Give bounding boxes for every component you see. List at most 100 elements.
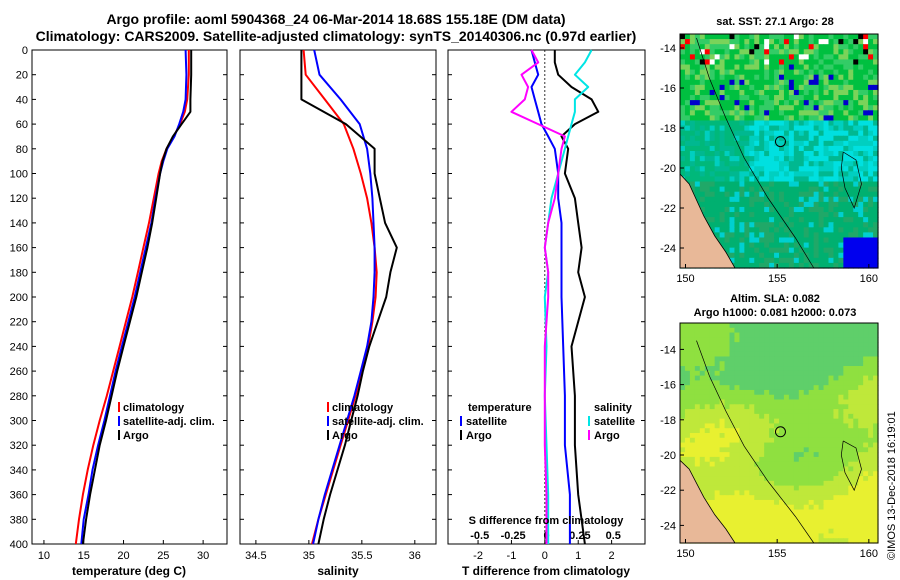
map-cell (739, 135, 745, 142)
map-cell (823, 201, 830, 208)
sst-map-title: sat. SST: 27.1 Argo: 28 (716, 16, 834, 28)
map-cell (783, 523, 790, 530)
map-cell (739, 59, 745, 66)
map-cell (769, 79, 775, 86)
map-cell (754, 337, 760, 343)
map-cell (749, 227, 755, 233)
map-cell (873, 399, 879, 405)
map-cell (833, 323, 839, 329)
map-cell (858, 140, 864, 147)
map-cell (774, 247, 780, 254)
map-cell (734, 466, 740, 472)
map-cell (823, 366, 830, 372)
map-cell (714, 346, 721, 353)
map-cell (714, 375, 721, 381)
map-cell (774, 100, 780, 106)
map-cell (714, 84, 721, 91)
map-cell (749, 495, 755, 501)
map-cell (744, 84, 750, 91)
map-cell (774, 151, 780, 157)
map-cell (769, 151, 775, 157)
map-cell (868, 456, 874, 463)
map-cell (813, 404, 820, 410)
map-cell (868, 528, 874, 535)
map-cell (843, 181, 849, 188)
map-cell (699, 456, 706, 463)
map-cell (759, 222, 765, 228)
map-cell (699, 356, 706, 362)
map-cell (853, 499, 859, 506)
map-cell (729, 418, 736, 425)
map-cell (699, 447, 706, 453)
map-cell (818, 485, 825, 491)
map-cell (853, 247, 859, 254)
map-cell (684, 423, 691, 429)
map-cell (744, 257, 750, 264)
map-cell (769, 120, 775, 127)
map-cell (739, 186, 745, 193)
map-cell (749, 166, 755, 172)
map-cell (798, 166, 805, 172)
map-cell (818, 332, 825, 338)
map-cell (838, 375, 844, 381)
map-cell (783, 361, 790, 367)
map-cell (838, 206, 844, 213)
map-cell (798, 191, 805, 198)
map-cell (808, 404, 815, 410)
map-cell (873, 130, 879, 137)
map-cell (858, 433, 864, 439)
map-cell (848, 39, 854, 45)
map-cell (744, 54, 750, 61)
map-cell (689, 181, 696, 188)
map-cell (729, 509, 736, 515)
map-cell (828, 69, 835, 76)
map-cell (734, 156, 740, 162)
map-frame (679, 322, 879, 544)
map-cell (838, 485, 844, 491)
map-cell (754, 447, 760, 453)
map-cell (764, 69, 770, 76)
map-cell (873, 523, 879, 530)
map-cell (774, 171, 780, 178)
map-cell (779, 389, 785, 396)
map-cell (749, 257, 755, 264)
legend-label-t-argo: Argo (466, 430, 492, 442)
map-cell (764, 227, 770, 233)
map-cell (719, 64, 726, 71)
map-cell (828, 252, 835, 259)
map-cell (689, 466, 696, 472)
map-cell (749, 466, 755, 472)
map-cell (699, 95, 706, 101)
map-cell (838, 351, 844, 358)
map-cell (818, 181, 825, 188)
map-cell (744, 523, 750, 530)
map-cell (714, 115, 721, 122)
map-cell (853, 370, 859, 377)
map-cell (739, 437, 745, 444)
map-cell (813, 538, 820, 544)
map-cell (868, 327, 874, 334)
map-cell (734, 399, 740, 405)
map-cell (724, 84, 731, 91)
map-cell (828, 95, 835, 101)
map-cell (833, 39, 839, 45)
map-cell (699, 151, 706, 157)
map-cell (779, 356, 785, 362)
map-cell (689, 130, 696, 137)
map-cell (764, 135, 770, 142)
map-cell (838, 495, 844, 501)
map-cell (779, 485, 785, 491)
map-cell (714, 504, 721, 511)
map-cell (863, 409, 869, 415)
map-cell (853, 485, 859, 491)
map-cell (689, 44, 696, 50)
map-cell (744, 519, 750, 525)
map-cell (793, 262, 800, 269)
map-cell (818, 89, 825, 96)
map-cell (788, 237, 795, 244)
map-cell (848, 456, 854, 463)
map-cell (749, 370, 755, 377)
map-cell (803, 375, 810, 381)
map-cell (788, 433, 795, 439)
map-cell (813, 452, 820, 458)
